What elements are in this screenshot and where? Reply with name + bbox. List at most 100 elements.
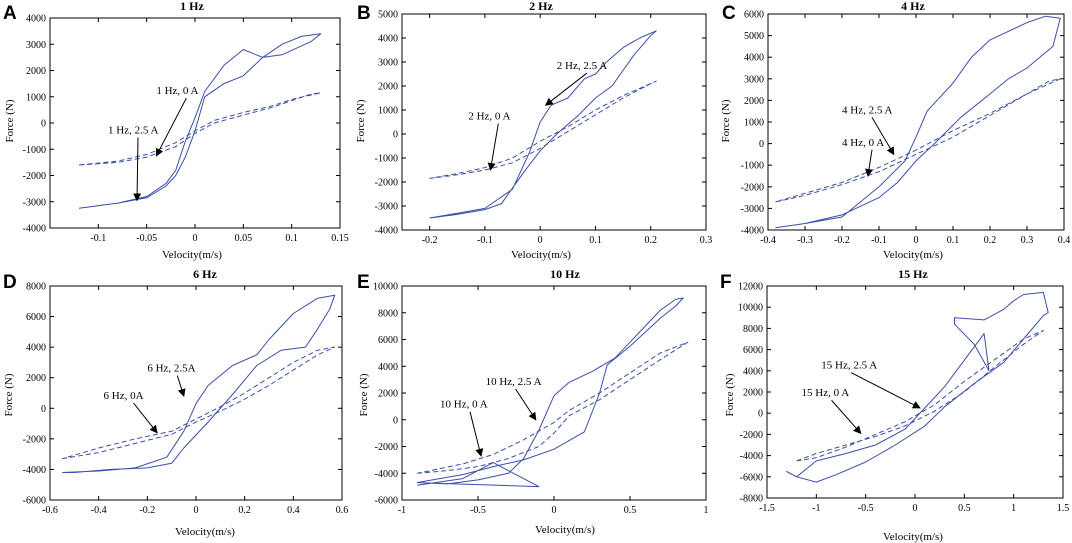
panel-b-ytick-label: 2000 <box>378 82 398 93</box>
panel-a-annotation-arrow <box>155 97 187 157</box>
panel-e-title: 10 Hz <box>550 267 580 281</box>
panel-d-ytick-label: 8000 <box>26 282 46 293</box>
panel-d-xtick-label: 0 <box>194 505 199 516</box>
panel-d-xlabel: Velocity(m/s) <box>175 526 235 538</box>
panel-e-ytick-label: -2000 <box>375 442 398 453</box>
panel-e-annotation-arrow <box>515 388 537 421</box>
panel-d-xtick-label: 0.4 <box>287 505 300 516</box>
panel-b-annotation-label: 2 Hz, 2.5 A <box>557 60 607 72</box>
panel-a-xtick-label: 0 <box>193 233 198 244</box>
panel-a-annotation-arrow <box>133 137 142 202</box>
panel-d-ytick-label: -2000 <box>23 434 46 445</box>
panel-c-xtick-label: 0.3 <box>1021 235 1034 246</box>
panel-e-xtick-label: 1 <box>704 505 709 516</box>
panel-b-annotation-arrow <box>544 72 588 106</box>
panel-b-ytick-label: 5000 <box>378 10 398 21</box>
panel-f-series-dashed <box>796 330 1044 462</box>
panel-a-xlabel: Velocity(m/s) <box>162 249 222 261</box>
panel-d-annotation-arrow <box>176 375 186 398</box>
panel-c-ytick-label: 3000 <box>744 74 764 85</box>
panel-b-ytick-label: -1000 <box>375 154 398 165</box>
panel-d-axes-frame <box>49 285 343 501</box>
panel-f-xtick-label: 1 <box>1011 503 1016 514</box>
panel-f-xtick-label: 1.5 <box>1057 503 1070 514</box>
panel-e-series-solid <box>416 297 684 488</box>
panel-c-ytick-label: 2000 <box>744 96 764 107</box>
panel-c-axes-frame <box>767 13 1065 231</box>
panel-c-annotation-label: 4 Hz, 0 A <box>842 137 884 149</box>
panel-a-axes-frame <box>49 17 341 229</box>
panel-b-series-solid <box>429 30 657 219</box>
panel-f-annotation-label: 15 Hz, 2.5 A <box>821 360 877 372</box>
panel-f-xlabel: Velocity(m/s) <box>883 531 943 543</box>
panel-a-xtick-label: 0.1 <box>285 233 298 244</box>
panel-a-letter: A <box>3 3 17 24</box>
panel-a-ytick-label: 3000 <box>26 40 46 51</box>
panel-e-plot: -1 -0.5 0 0.5 1 -6000 -4000 -2000 0 2000 4000 6000 8… <box>373 282 709 517</box>
panel-e-ytick-label: 10000 <box>373 282 398 293</box>
panel-e-ytick-label: 0 <box>393 415 398 426</box>
panel-f-ytick-label: 12000 <box>738 282 763 293</box>
panel-e-xtick-label: -1 <box>398 505 406 516</box>
panel-a-ytick-label: 2000 <box>26 66 46 77</box>
panel-e-annotation-arrow <box>469 411 484 457</box>
panel-f-series-solid <box>786 291 1049 483</box>
panel-f-ytick-label: 2000 <box>743 388 763 399</box>
panel-a-ytick-label: -3000 <box>23 197 46 208</box>
panel-c-ytick-label: 4000 <box>744 53 764 64</box>
panel-b-ytick-label: -4000 <box>375 226 398 237</box>
panel-a-ytick-label: -2000 <box>23 171 46 182</box>
panel-a-xtick-label: 0.15 <box>331 233 349 244</box>
panel-b-xtick-label: -0.1 <box>477 235 493 246</box>
panel-b-series-dashed <box>429 80 657 179</box>
panel-f-title: 15 Hz <box>898 267 928 281</box>
panel-f-ytick-label: 10000 <box>738 303 763 314</box>
panel-c-xtick-label: 0.4 <box>1058 235 1071 246</box>
panel-d-ytick-label: 0 <box>41 404 46 415</box>
panel-c-ytick-label: 0 <box>759 139 764 150</box>
panel-c-xtick-label: -0.3 <box>797 235 813 246</box>
panel-b-xtick-label: 0 <box>538 235 543 246</box>
panel-b-ytick-label: -3000 <box>375 202 398 213</box>
panel-c-xtick-label: -0.2 <box>834 235 850 246</box>
panel-e-ytick-label: 4000 <box>378 362 398 373</box>
panel-d-ytick-label: -4000 <box>23 465 46 476</box>
panel-a-ytick-label: -4000 <box>23 224 46 235</box>
panel-e-ylabel: Force (N) <box>358 373 370 416</box>
panel-e-xlabel: Velocity(m/s) <box>535 524 595 536</box>
panel-b-ytick-label: -2000 <box>375 178 398 189</box>
panel-c-annotation-arrow <box>865 149 873 177</box>
panel-f-xtick-label: -0.5 <box>858 503 874 514</box>
panel-d-xtick-label: 0.2 <box>238 505 251 516</box>
panel-e-xtick-label: 0 <box>552 505 557 516</box>
panel-f-ytick-label: 4000 <box>743 366 763 377</box>
panel-a-ytick-label: 4000 <box>26 14 46 25</box>
panel-a-series-dashed <box>78 92 322 166</box>
panel-f-xtick-label: 0.5 <box>958 503 971 514</box>
panel-c-xtick-label: 0.1 <box>947 235 960 246</box>
panel-b-ytick-label: 1000 <box>378 106 398 117</box>
panel-f-annotation-arrow <box>831 399 862 435</box>
panel-e-annotation-label: 10 Hz, 0 A <box>440 399 488 411</box>
panel-d-letter: D <box>3 272 17 293</box>
panel-c: C 4 Hz Force (N) Velocity(m/s) -0.4 -0.3-… <box>720 0 1070 261</box>
panel-d-series-dashed <box>62 346 336 460</box>
panel-d-ytick-label: 2000 <box>26 373 46 384</box>
panel-d: D 6 Hz Force (N) Velocity(m/s) -0.6 -0.4-… <box>3 267 348 538</box>
panel-e-xtick-label: -0.5 <box>470 505 486 516</box>
panel-c-plot: -0.4 -0.3 -0.2 -0.1 0 0.1 0.2 0.3 0.4 -4000 -3000 -… <box>741 10 1071 247</box>
panel-c-title: 4 Hz <box>901 0 925 13</box>
panel-f-ytick-label: -8000 <box>740 494 763 505</box>
panel-d-annotation-label: 6 Hz, 0A <box>104 390 144 402</box>
panel-e-annotation-label: 10 Hz, 2.5 A <box>486 376 542 388</box>
panel-f-ytick-label: 0 <box>758 409 763 420</box>
panel-b-ytick-label: 4000 <box>378 34 398 45</box>
panel-a-ytick-label: 0 <box>41 119 46 130</box>
panel-d-ytick-label: 4000 <box>26 343 46 354</box>
panel-e-ytick-label: 2000 <box>378 389 398 400</box>
panel-a: A 1 Hz Force (N) Velocity(m/s) -0.1 -0.05… <box>3 0 349 261</box>
panel-b-xtick-label: -0.2 <box>422 235 438 246</box>
panel-c-xtick-label: -0.1 <box>871 235 887 246</box>
panel-d-title: 6 Hz <box>193 267 217 281</box>
panel-b-plot: -0.2 -0.1 0 0.1 0.2 0.3 -4000 -3000 -2000 -1000 0 1… <box>375 10 713 247</box>
